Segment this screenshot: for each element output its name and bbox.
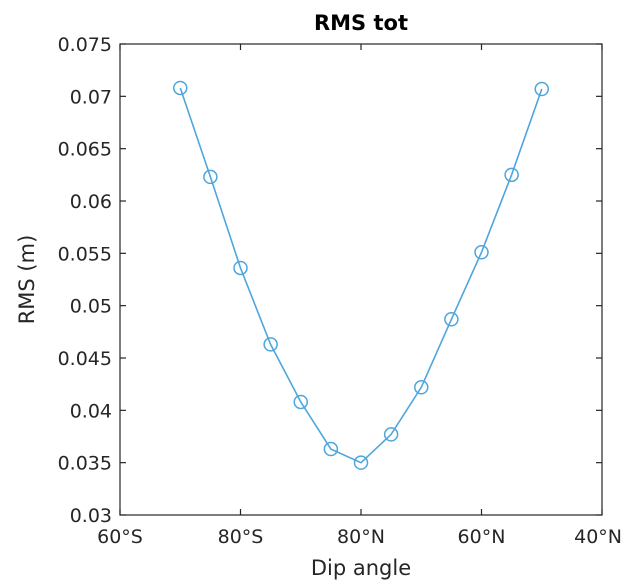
data-point [263, 337, 278, 352]
data-point [444, 312, 459, 327]
data-point [414, 380, 429, 395]
y-tick-label: 0.04 [70, 400, 112, 422]
y-axis: 0.03 0.035 0.04 0.045 0.05 0.055 0.06 0.065 0.07… [58, 34, 602, 527]
data-point [353, 455, 369, 470]
data-point [173, 80, 188, 96]
y-tick-label: 0.03 [70, 505, 112, 527]
data-point [203, 169, 218, 185]
x-tick-label: 60°N [458, 526, 506, 548]
y-tick-label: 0.035 [58, 453, 112, 475]
series-layer [173, 80, 549, 470]
y-tick-label: 0.06 [70, 191, 112, 213]
series-line [179, 87, 543, 464]
y-tick-label: 0.065 [58, 139, 112, 161]
data-point [474, 245, 489, 260]
x-tick-label: 80°S [218, 526, 264, 548]
y-tick-label: 0.07 [70, 86, 112, 108]
data-point [504, 167, 519, 183]
data-point [534, 81, 549, 97]
y-tick-label: 0.075 [58, 34, 112, 56]
x-axis-label: Dip angle [311, 556, 411, 580]
data-point [233, 260, 248, 276]
chart-title: RMS tot [314, 11, 408, 35]
data-point [293, 394, 308, 410]
y-axis-label: RMS (m) [15, 235, 39, 325]
x-tick-label: 60°S [97, 526, 143, 548]
y-tick-label: 0.055 [58, 243, 112, 265]
data-point [323, 441, 339, 457]
x-tick-label: 40°N [574, 526, 622, 548]
data-point [383, 427, 399, 442]
x-tick-label: 80°N [337, 526, 385, 548]
y-tick-label: 0.05 [70, 296, 112, 318]
y-tick-label: 0.045 [58, 348, 112, 370]
x-axis: 60°S 80°S 80°N 60°N 40°N [97, 44, 622, 548]
